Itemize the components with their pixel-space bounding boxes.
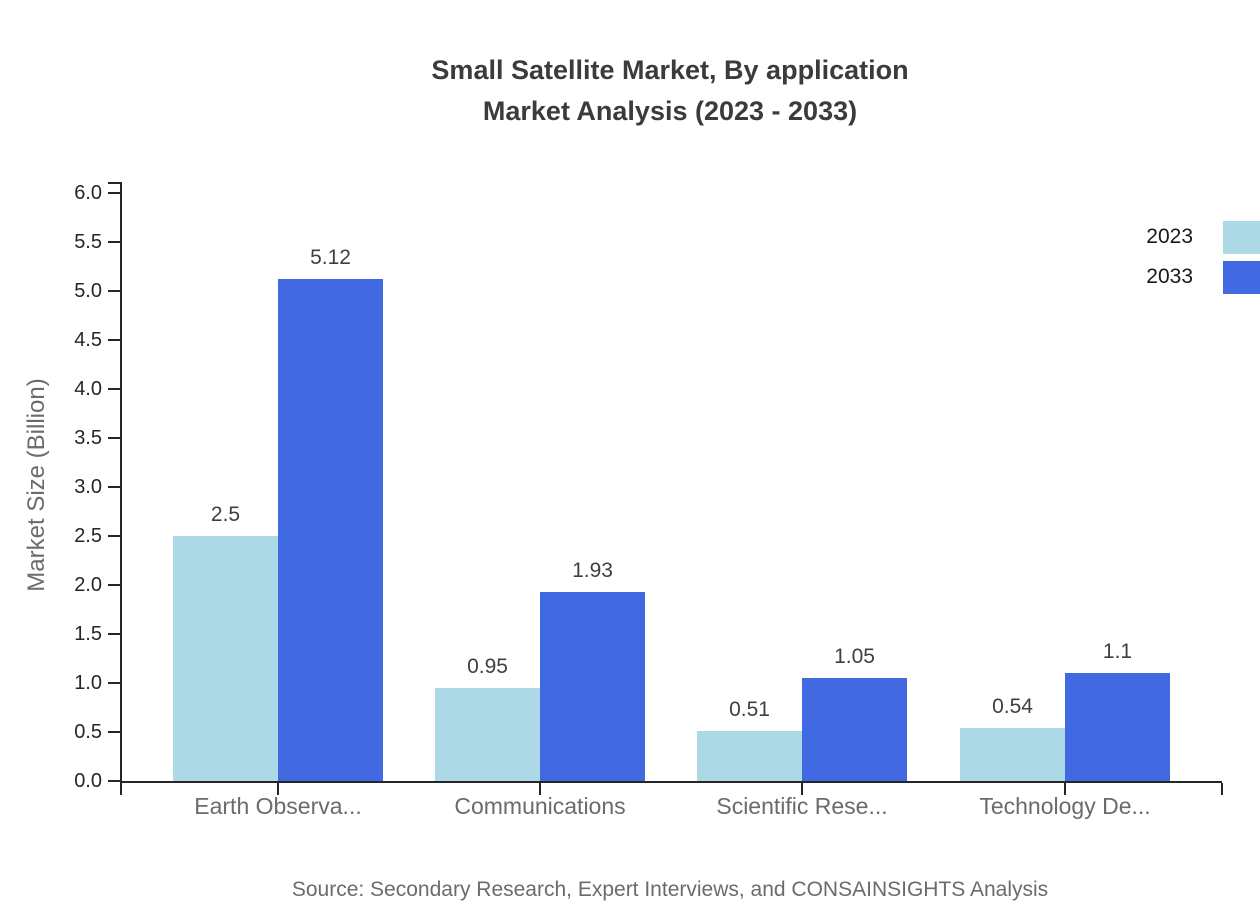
legend-label-2023: 2023: [1146, 225, 1193, 248]
x-tick-technology-de: [1064, 783, 1066, 795]
y-tick-label-5-5: 5.5: [74, 231, 102, 253]
bar-2023-communications: [435, 687, 540, 781]
y-tick-mark-1-0: [108, 682, 120, 684]
y-tick-label-1-0: 1.0: [74, 672, 102, 694]
category-label-communications: Communications: [454, 793, 626, 819]
y-tick-mark-2-5: [108, 535, 120, 537]
legend-swatch-2023: [1223, 220, 1260, 254]
bar-2023-earth-observa: [173, 536, 278, 781]
y-tick-label-0-5: 0.5: [74, 721, 102, 743]
legend-label-2033: 2033: [1146, 265, 1193, 288]
bar-2033-scientific-rese: [802, 678, 907, 781]
y-tick-mark-2-0: [108, 584, 120, 586]
y-tick-mark-4-0: [108, 388, 120, 390]
y-tick-label-6-0: 6.0: [74, 182, 102, 204]
y-tick-mark-4-5: [108, 339, 120, 341]
y-tick-label-5-0: 5.0: [74, 280, 102, 302]
bar-2033-technology-de: [1065, 673, 1170, 781]
y-tick-mark-3-5: [108, 437, 120, 439]
y-tick-label-2-5: 2.5: [74, 525, 102, 547]
value-label-2023-scientific-rese: 0.51: [729, 698, 770, 722]
bar-2023-scientific-rese: [697, 731, 802, 781]
x-tick-earth-observa: [277, 783, 279, 795]
chart-title-line2: Market Analysis (2023 - 2033): [482, 96, 858, 126]
x-tick-scientific-rese: [801, 783, 803, 795]
value-label-2033-communications: 1.93: [572, 558, 613, 582]
chart-title-line1: Small Satellite Market, By application: [431, 55, 909, 85]
y-tick-label-3-0: 3.0: [74, 476, 102, 498]
y-axis-end-cap: [108, 182, 120, 184]
y-tick-mark-5-0: [108, 290, 120, 292]
chart-title: Small Satellite Market, By application M…: [80, 50, 1260, 132]
legend-item-2033: 2033: [1146, 257, 1260, 297]
bar-2023-technology-de: [960, 728, 1065, 781]
legend: 2023 2033: [1146, 217, 1260, 297]
x-tick-communications: [539, 783, 541, 795]
category-label-earth-observa: Earth Observa...: [194, 793, 362, 819]
y-tick-label-4-0: 4.0: [74, 378, 102, 400]
y-tick-label-3-5: 3.5: [74, 427, 102, 449]
y-axis-title: Market Size (Billion): [23, 378, 50, 592]
y-tick-label-0-0: 0.0: [74, 770, 102, 792]
y-tick-mark-0-0: [108, 780, 120, 782]
y-tick-mark-5-5: [108, 241, 120, 243]
bar-2033-earth-observa: [278, 279, 383, 781]
category-label-scientific-rese: Scientific Rese...: [716, 793, 888, 819]
y-tick-mark-3-0: [108, 486, 120, 488]
value-label-2023-technology-de: 0.54: [992, 695, 1033, 719]
source-note: Source: Secondary Research, Expert Inter…: [291, 878, 1049, 901]
y-tick-mark-0-5: [108, 731, 120, 733]
category-label-technology-de: Technology De...: [979, 793, 1151, 819]
value-label-2033-earth-observa: 5.12: [310, 246, 351, 270]
value-label-2023-communications: 0.95: [467, 654, 508, 678]
value-label-2023-earth-observa: 2.5: [210, 503, 241, 526]
y-tick-mark-6-0: [108, 192, 120, 194]
y-tick-mark-1-5: [108, 633, 120, 635]
value-label-2033-scientific-rese: 1.05: [834, 645, 875, 669]
value-label-2033-technology-de: 1.1: [1102, 640, 1133, 664]
x-axis-end-cap: [1221, 783, 1223, 795]
y-tick-label-2-0: 2.0: [74, 574, 102, 596]
bar-2033-communications: [540, 591, 645, 781]
legend-item-2023: 2023: [1146, 217, 1260, 257]
y-tick-label-4-5: 4.5: [74, 329, 102, 351]
x-axis-origin-tick: [120, 783, 122, 795]
plot-area: 0.0 0.5 1.0 1.5 2.0 2.5 3.0 3.5 4.0 4.5 5.0 5.5 6.0 E…: [74, 182, 1223, 819]
legend-swatch-2033: [1223, 260, 1260, 294]
y-tick-label-1-5: 1.5: [74, 623, 102, 645]
